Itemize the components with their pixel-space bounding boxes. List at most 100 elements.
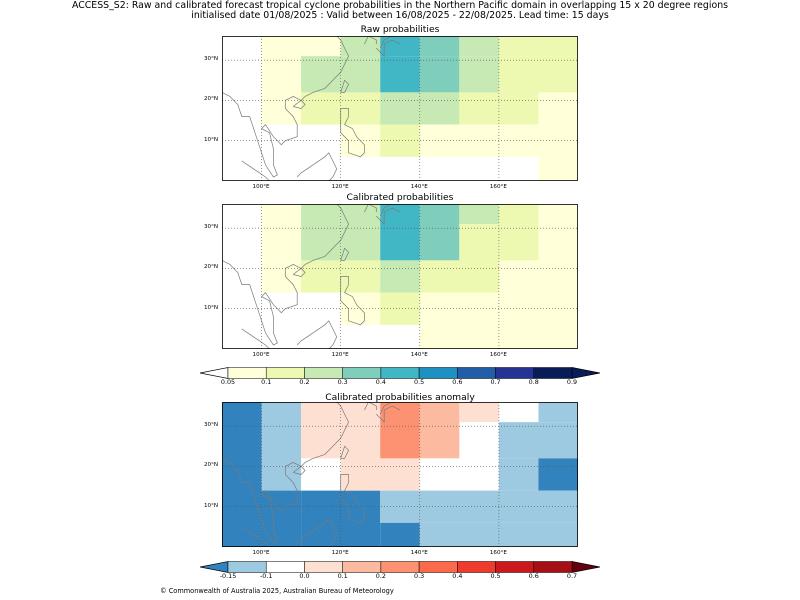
figure-title-line-1: ACCESS_S2: Raw and calibrated forecast t… xyxy=(71,0,729,11)
probability-cell xyxy=(301,36,341,57)
probability-cell xyxy=(301,402,341,459)
coastline xyxy=(222,204,349,346)
colorbar-segment xyxy=(227,561,267,573)
lon-tick-label: 160°E xyxy=(489,184,507,190)
probability-cell xyxy=(459,224,539,261)
anomaly-map xyxy=(222,402,578,547)
lat-tick-label: 10°N xyxy=(204,304,219,311)
coastline xyxy=(340,108,365,158)
colorbar-tick-label: 0.6 xyxy=(452,378,463,386)
probability-cell xyxy=(459,204,499,225)
colorbar-tick-label: 0.4 xyxy=(375,378,386,386)
colorbar-segment xyxy=(418,561,458,573)
colorbar-segment xyxy=(495,561,535,573)
lon-tick-label: 140°E xyxy=(410,184,428,190)
colorbar-tick-label: -0.15 xyxy=(219,572,237,580)
probability-colorbar-svg xyxy=(199,367,601,379)
lat-tick-label: 20°N xyxy=(204,462,219,469)
probability-cell xyxy=(498,204,539,225)
coastline xyxy=(379,204,393,217)
probability-cell xyxy=(340,204,381,261)
coastline xyxy=(376,207,401,225)
colorbar-tick-label: 0.1 xyxy=(337,572,348,580)
colorbar-segment xyxy=(342,367,382,379)
colorbar-under-arrow xyxy=(199,561,229,573)
colorbar-tick-label: 0.05 xyxy=(220,378,236,386)
probability-cell xyxy=(538,224,578,261)
map-frame xyxy=(222,36,578,181)
probability-cell xyxy=(498,260,539,293)
map-frame xyxy=(222,204,578,349)
lat-tick-label: 20°N xyxy=(204,264,219,271)
coastline xyxy=(340,276,365,326)
probability-cell xyxy=(301,204,341,261)
probability-cell xyxy=(459,402,499,423)
probability-cell xyxy=(538,156,578,181)
lat-tick-label: 20°N xyxy=(204,96,219,103)
probability-cell xyxy=(380,522,420,547)
colorbar-segment xyxy=(304,561,343,573)
lon-tick-label: 160°E xyxy=(489,550,507,556)
colorbar-segment xyxy=(457,367,496,379)
colorbar-tick-label: 0.2 xyxy=(299,378,310,386)
lon-tick-label: 120°E xyxy=(331,550,349,556)
probability-cell xyxy=(419,204,460,261)
probability-cell xyxy=(538,92,578,125)
probability-cell xyxy=(340,458,420,491)
copyright-notice: © Commonwealth of Australia 2025, Austra… xyxy=(160,587,394,595)
colorbar-tick-label: -0.1 xyxy=(259,572,273,580)
probability-cell xyxy=(261,402,302,491)
lon-tick-label: 140°E xyxy=(410,550,428,556)
colorbar-tick-label: 0.6 xyxy=(528,572,539,580)
calibrated-panel-title: Calibrated probabilities xyxy=(346,192,454,203)
lon-tick-label: 100°E xyxy=(252,184,270,190)
probability-cell xyxy=(538,458,578,491)
lat-tick-label: 30°N xyxy=(204,422,219,429)
probability-cell xyxy=(380,204,420,261)
probability-cell xyxy=(498,56,578,93)
colorbar-segment xyxy=(265,367,305,379)
colorbar-segment xyxy=(457,561,496,573)
probability-cell xyxy=(538,36,578,57)
colorbar-segment xyxy=(380,367,420,379)
probability-cell xyxy=(380,260,420,293)
probability-cell xyxy=(301,458,341,491)
map-frame xyxy=(222,402,578,547)
colorbar-segment xyxy=(533,367,573,379)
probability-colorbar xyxy=(199,364,601,379)
probability-cell xyxy=(261,490,302,547)
probability-cell xyxy=(498,458,539,491)
coastline xyxy=(379,36,393,49)
probability-cell xyxy=(538,204,578,225)
colorbar-tick-label: 0.2 xyxy=(375,572,386,580)
coastline xyxy=(364,36,377,45)
coastline xyxy=(292,465,306,475)
calibrated-map-svg xyxy=(222,204,578,349)
coastline xyxy=(340,445,350,459)
probability-cell xyxy=(538,260,578,293)
probability-cell xyxy=(459,36,499,57)
coastline xyxy=(222,36,349,178)
probability-cell xyxy=(498,36,539,57)
lat-tick-label: 10°N xyxy=(204,136,219,143)
lat-tick-label: 10°N xyxy=(204,502,219,509)
coastline xyxy=(241,328,270,349)
probability-cell xyxy=(419,56,460,93)
anomaly-map-svg xyxy=(222,402,578,547)
probability-cell xyxy=(380,56,420,93)
coastline xyxy=(364,402,377,411)
probability-cell xyxy=(261,36,302,93)
coastline xyxy=(292,99,306,109)
raw-map-svg xyxy=(222,36,578,181)
colorbar-tick-label: 0.3 xyxy=(337,378,348,386)
probability-cell xyxy=(419,402,460,459)
coastline xyxy=(379,402,393,415)
probability-cell xyxy=(380,402,420,459)
coastline xyxy=(340,247,350,261)
probability-cell xyxy=(498,422,578,459)
colorbar-segment xyxy=(533,561,573,573)
probability-cell xyxy=(419,36,460,57)
colorbar-tick-label: 0.5 xyxy=(414,378,425,386)
probability-cell xyxy=(340,36,381,57)
colorbar-over-arrow xyxy=(571,367,601,379)
